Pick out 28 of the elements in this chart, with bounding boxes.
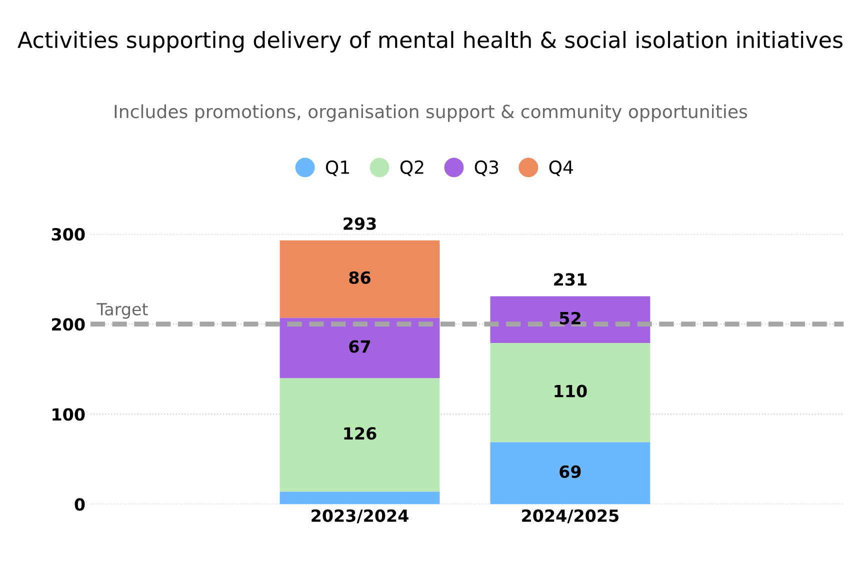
bar bbox=[280, 492, 440, 504]
x-tick-label: 2023/2024 bbox=[312, 509, 408, 524]
total-label: 231 bbox=[554, 273, 586, 286]
bar bbox=[490, 343, 650, 442]
legend-label: Q1 bbox=[326, 160, 349, 176]
legend-label: Q2 bbox=[400, 160, 424, 176]
legend-label: Q3 bbox=[474, 160, 498, 176]
y-tick-label: 100 bbox=[52, 408, 85, 421]
bar bbox=[280, 318, 440, 378]
bar bbox=[490, 296, 650, 344]
data-label: 69 bbox=[560, 465, 581, 478]
total-label: 293 bbox=[344, 217, 376, 230]
bar bbox=[280, 240, 440, 318]
x-tick-label: 2024/2025 bbox=[522, 509, 618, 524]
data-label: 52 bbox=[560, 312, 580, 324]
data-label: 126 bbox=[344, 427, 376, 440]
data-label: 86 bbox=[349, 271, 370, 284]
bar bbox=[280, 378, 440, 492]
bar bbox=[490, 442, 650, 504]
y-tick-label: 200 bbox=[52, 318, 85, 331]
chart-subtitle: Includes promotions, organisation support & community opportunities bbox=[114, 104, 748, 122]
y-tick-label: 300 bbox=[52, 228, 85, 241]
y-tick-label: 0 bbox=[74, 498, 85, 511]
data-label: 110 bbox=[554, 384, 587, 398]
legend-label: Q4 bbox=[549, 160, 573, 176]
chart-title: Activities supporting delivery of mental health & social isolation initiatives bbox=[18, 31, 842, 53]
data-label: 67 bbox=[349, 340, 370, 353]
ref-line-label: Target bbox=[96, 303, 148, 319]
